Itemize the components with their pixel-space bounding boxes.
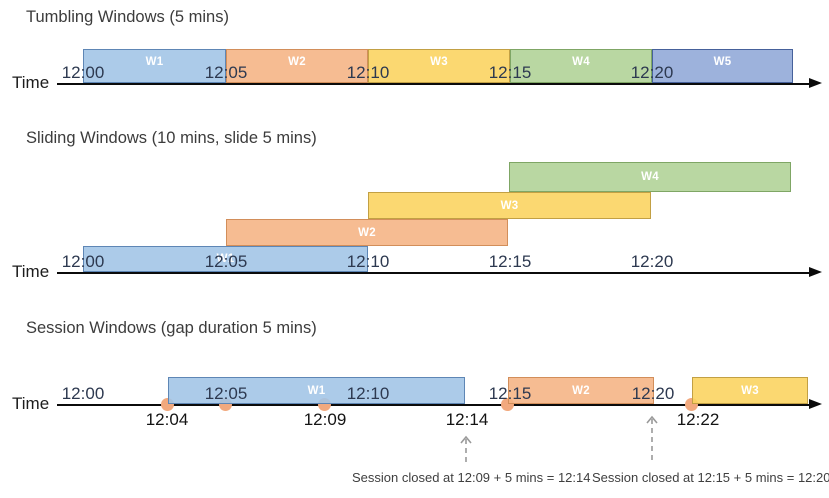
window-label: W3 [741,384,759,397]
session-window-w2: W2 [508,377,654,404]
timeline [57,404,809,406]
sliding-window-w2: W2 [226,219,508,246]
section-title-sliding: Sliding Windows (10 mins, slide 5 mins) [26,129,317,147]
window-label: W4 [572,55,590,68]
tick-label: 12:05 [204,384,248,403]
timeline-arrowhead-icon [809,399,822,409]
tick-label: 12:10 [346,384,390,403]
window-label: W3 [430,55,448,68]
sliding-window-w3: W3 [368,192,651,219]
window-label: W2 [358,226,376,239]
event-time-label: 12:14 [445,410,489,429]
tick-label: 12:10 [346,252,390,271]
tick-label: 12:20 [630,63,674,82]
window-label: W2 [572,384,590,397]
window-label: W5 [713,55,732,68]
tick-label: 12:20 [630,252,674,271]
tick-label: 12:00 [61,252,105,271]
time-axis-label: Time [12,73,50,92]
tick-label: 12:05 [204,63,248,82]
section-title-session: Session Windows (gap duration 5 mins) [26,319,317,337]
tumbling-window-w5: W5 [652,49,793,83]
tumbling-window-w1: W1 [83,49,226,83]
dashed-up-arrow-icon [646,415,658,464]
tick-label: 12:05 [204,252,248,271]
section-title-tumbling: Tumbling Windows (5 mins) [26,8,229,26]
dashed-up-arrow-icon [460,435,472,465]
sliding-window-w1: W1 [83,246,368,272]
session-window-w3: W3 [692,377,808,404]
tumbling-window-w2: W2 [226,49,368,83]
window-label: W1 [307,384,326,397]
timeline-arrowhead-icon [809,267,822,277]
window-label: W1 [145,55,164,68]
time-axis-label: Time [12,394,50,413]
window-label: W3 [500,199,519,212]
tumbling-window-w4: W4 [510,49,652,83]
timeline [57,83,809,85]
timeline [57,272,809,274]
tick-label: 12:15 [488,252,532,271]
window-label: W4 [641,171,659,183]
event-time-label: 12:09 [303,410,347,429]
window-label: W2 [288,55,306,68]
tick-label: 12:15 [488,63,532,82]
tumbling-window-w3: W3 [368,49,510,83]
session-window-w1: W1 [168,377,465,404]
window-label: W1 [216,253,235,265]
event-time-label: 12:04 [145,410,189,429]
tick-label: 12:00 [61,384,105,403]
sliding-window-w4: W4 [509,162,791,192]
tick-label: 12:10 [346,63,390,82]
tick-label: 12:20 [631,384,675,403]
tick-label: 12:00 [61,63,105,82]
event-time-label: 12:22 [676,410,720,429]
tick-label: 12:15 [488,384,532,403]
session-close-caption: Session closed at 12:09 + 5 mins = 12:14 [352,470,591,485]
time-axis-label: Time [12,262,50,281]
session-close-caption: Session closed at 12:15 + 5 mins = 12:20 [592,470,829,485]
timeline-arrowhead-icon [809,78,822,88]
